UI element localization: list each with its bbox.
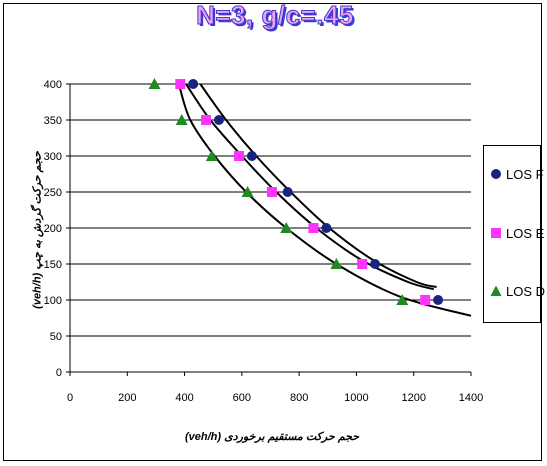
- point-los-e: [266, 187, 277, 197]
- x-tick-label: 200: [118, 392, 136, 404]
- x-tick-label: 400: [175, 392, 193, 404]
- square-marker-icon: [490, 227, 502, 239]
- point-los-f: [433, 295, 444, 305]
- point-los-d: [175, 114, 188, 125]
- point-los-d: [148, 78, 161, 89]
- trendlines: [177, 83, 472, 317]
- legend-label: LOS E: [506, 225, 545, 241]
- y-tick-labels: 0 50 100 150 200 250 300 350 400: [44, 79, 62, 379]
- point-los-f: [213, 115, 224, 125]
- y-tick-label: 250: [44, 187, 62, 199]
- data-points: [148, 78, 444, 305]
- trendline-los-e: [185, 83, 435, 291]
- point-los-e: [233, 151, 244, 161]
- axes: [66, 83, 472, 376]
- point-los-f: [246, 151, 257, 161]
- y-tick-label: 200: [44, 223, 62, 235]
- y-tick-label: 0: [56, 367, 62, 379]
- x-tick-label: 0: [67, 392, 73, 404]
- y-tick-label: 350: [44, 115, 62, 127]
- chart-title: N=3, g/c=.45: [196, 0, 354, 31]
- trendline-los-f: [199, 83, 437, 288]
- y-tick-label: 50: [50, 331, 62, 343]
- point-los-f: [188, 79, 199, 89]
- y-tick-label: 150: [44, 259, 62, 271]
- point-los-e: [201, 115, 212, 125]
- point-los-d: [330, 258, 343, 269]
- chart-area: [3, 3, 542, 461]
- point-los-d: [396, 294, 409, 305]
- x-axis-label: (veh/h) حجم حرکت مستقیم برخوردی: [184, 431, 360, 443]
- legend-item-los-f: LOS F: [490, 166, 544, 182]
- x-tick-label: 1000: [344, 392, 368, 404]
- legend-item-los-d: LOS D: [490, 283, 545, 299]
- x-tick-label: 1200: [401, 392, 425, 404]
- point-los-d: [241, 186, 254, 197]
- trendline-los-d: [177, 83, 472, 317]
- x-tick-labels: 0 200 400 600 800 1000 1200 1400: [67, 392, 483, 404]
- gridlines: [70, 83, 471, 337]
- triangle-marker-icon: [490, 285, 502, 297]
- y-tick-label: 100: [44, 295, 62, 307]
- x-tick-label: 1400: [459, 392, 483, 404]
- legend-label: LOS D: [506, 283, 546, 299]
- point-los-f: [321, 223, 332, 233]
- y-tick-label: 300: [44, 151, 62, 163]
- point-los-e: [420, 295, 431, 305]
- circle-marker-icon: [490, 168, 502, 180]
- legend-label: LOS F: [506, 166, 544, 182]
- point-los-d: [205, 150, 218, 161]
- y-axis-label: (veh/h) حجم حرکت گردش به چپ: [31, 151, 44, 309]
- point-los-e: [357, 259, 368, 269]
- point-los-e: [308, 223, 319, 233]
- y-tick-label: 400: [44, 79, 62, 91]
- x-tick-label: 600: [233, 392, 251, 404]
- legend: LOS F LOS E LOS D: [483, 145, 545, 323]
- point-los-d: [280, 222, 293, 233]
- legend-item-los-e: LOS E: [490, 225, 544, 241]
- point-los-f: [282, 187, 293, 197]
- x-tick-label: 800: [290, 392, 308, 404]
- point-los-e: [175, 79, 186, 89]
- point-los-f: [370, 259, 381, 269]
